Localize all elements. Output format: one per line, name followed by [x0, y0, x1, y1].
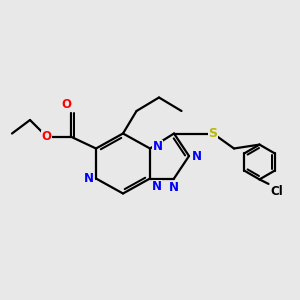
- Text: O: O: [41, 130, 52, 143]
- Text: N: N: [152, 180, 162, 193]
- Text: N: N: [169, 181, 179, 194]
- Text: O: O: [61, 98, 71, 111]
- Text: S: S: [208, 127, 217, 140]
- Text: N: N: [152, 140, 162, 154]
- Text: N: N: [191, 149, 201, 163]
- Text: N: N: [84, 172, 94, 185]
- Text: Cl: Cl: [270, 185, 283, 198]
